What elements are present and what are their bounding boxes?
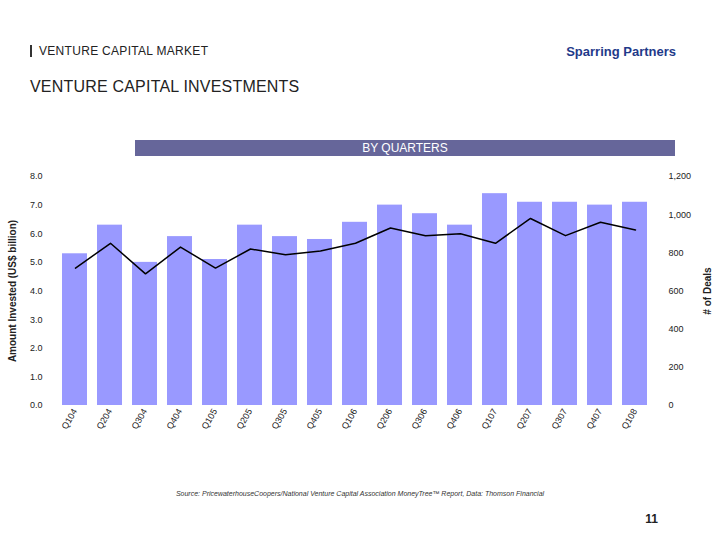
svg-text:Q305: Q305 [270, 407, 290, 431]
svg-text:600: 600 [669, 286, 684, 296]
svg-text:1,200: 1,200 [669, 171, 692, 181]
svg-text:Q204: Q204 [95, 407, 115, 431]
svg-text:Q106: Q106 [340, 407, 360, 431]
svg-text:8.0: 8.0 [30, 171, 43, 181]
svg-text:0.0: 0.0 [30, 400, 43, 410]
html-text:Source: PricewaterhouseCoopers: Source: PricewaterhouseCoopers/National … [175, 490, 545, 497]
svg-text:3.0: 3.0 [30, 315, 43, 325]
svg-text:800: 800 [669, 248, 684, 258]
html-text:VENTURE CAPITAL INVESTMENTS: VENTURE CAPITAL INVESTMENTS [30, 78, 300, 95]
svg-text:Q108: Q108 [620, 407, 640, 431]
svg-text:0: 0 [669, 400, 674, 410]
svg-text:Q206: Q206 [375, 407, 395, 431]
svg-text:2.0: 2.0 [30, 343, 43, 353]
svg-text:Q205: Q205 [235, 407, 255, 431]
svg-text:Q405: Q405 [305, 407, 325, 431]
svg-text:Amount Invested (US$ billion): Amount Invested (US$ billion) [7, 220, 18, 362]
svg-text:Q307: Q307 [550, 407, 570, 431]
html-text:11: 11 [645, 512, 658, 526]
html-text:BY QUARTERS: BY QUARTERS [362, 141, 448, 155]
svg-text:1,000: 1,000 [669, 210, 692, 220]
svg-text:Q406: Q406 [445, 407, 465, 431]
svg-text:6.0: 6.0 [30, 229, 43, 239]
svg-text:200: 200 [669, 362, 684, 372]
svg-text:Q407: Q407 [585, 407, 605, 431]
svg-text:Q105: Q105 [200, 407, 220, 431]
svg-text:1.0: 1.0 [30, 372, 43, 382]
svg-text:Q104: Q104 [60, 407, 80, 431]
svg-text:# of Deals: # of Deals [702, 267, 713, 315]
svg-text:Q304: Q304 [130, 407, 150, 431]
svg-text:Q404: Q404 [165, 407, 185, 431]
html-text:VENTURE CAPITAL MARKET: VENTURE CAPITAL MARKET [39, 44, 209, 58]
svg-text:Q107: Q107 [480, 407, 500, 431]
html-text:Sparring Partners: Sparring Partners [566, 44, 676, 59]
svg-text:4.0: 4.0 [30, 286, 43, 296]
svg-text:Q207: Q207 [515, 407, 535, 431]
svg-text:400: 400 [669, 324, 684, 334]
svg-text:7.0: 7.0 [30, 200, 43, 210]
svg-text:Q306: Q306 [410, 407, 430, 431]
svg-text:5.0: 5.0 [30, 257, 43, 267]
